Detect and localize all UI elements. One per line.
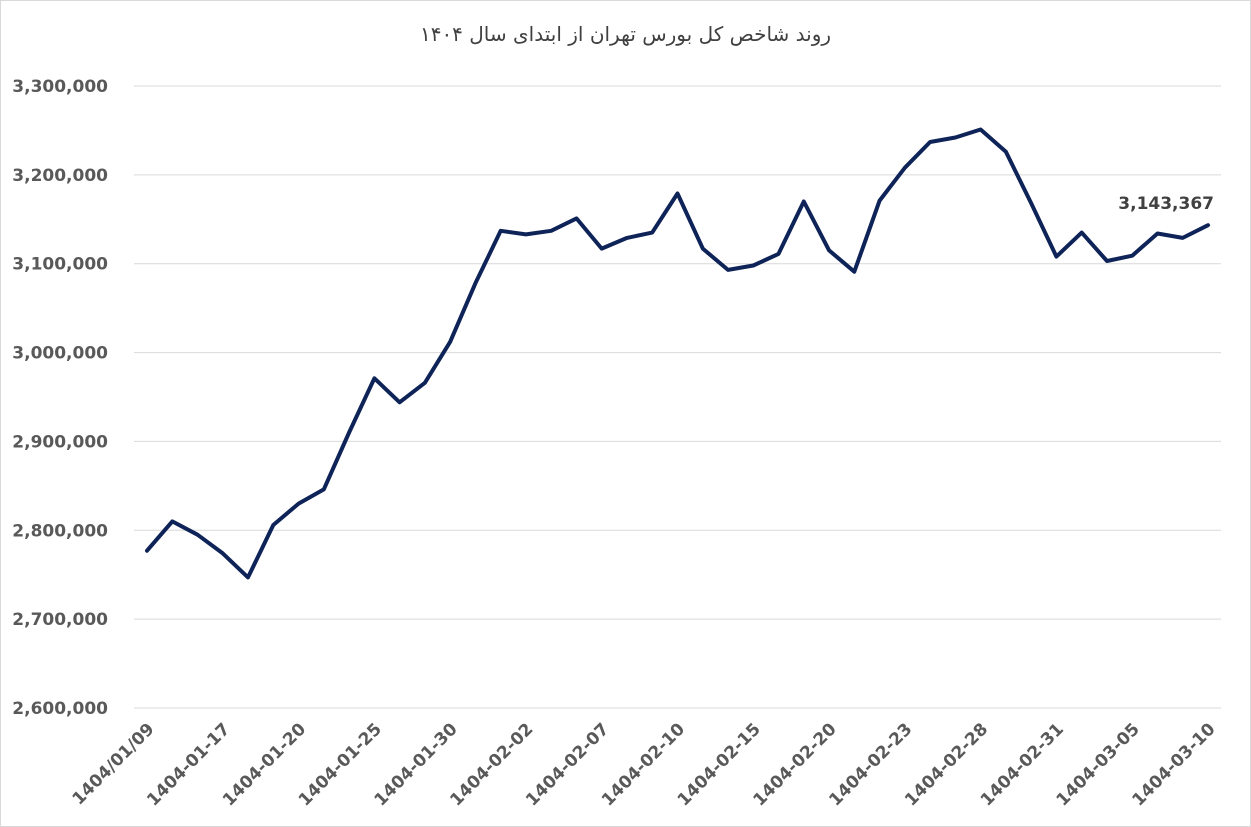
chart-title: روند شاخص کل بورس تهران از ابتدای سال ۱۴… — [419, 22, 832, 46]
y-tick-label: 3,300,000 — [12, 77, 108, 97]
y-tick-label: 3,100,000 — [12, 255, 108, 275]
y-tick-label: 3,200,000 — [12, 166, 108, 186]
series-line — [145, 127, 1210, 580]
y-tick-label: 2,800,000 — [12, 521, 108, 541]
y-tick-label: 3,000,000 — [12, 344, 108, 364]
data-label: 3,143,367 — [1118, 194, 1214, 214]
y-tick-label: 2,700,000 — [12, 610, 108, 630]
y-tick-label: 2,900,000 — [12, 432, 108, 452]
y-tick-label: 2,600,000 — [12, 699, 108, 719]
